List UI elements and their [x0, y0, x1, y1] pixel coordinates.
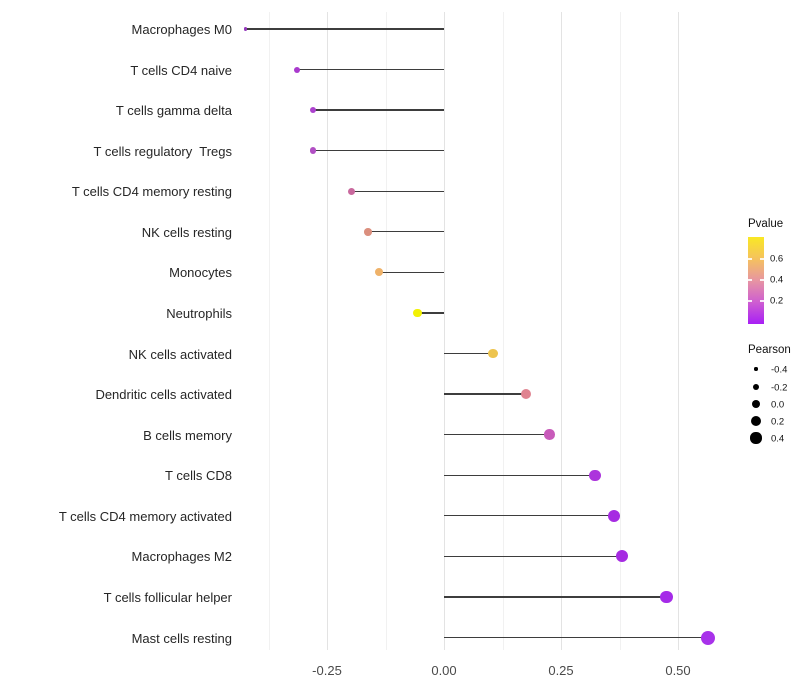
category-label: T cells CD4 memory resting [71, 184, 232, 200]
x-tick-label: -0.25 [312, 663, 342, 678]
category-label: Monocytes [169, 265, 232, 281]
pvalue-legend-title: Pvalue [748, 218, 784, 230]
gridline-major [444, 12, 445, 650]
lollipop-dot [364, 228, 372, 236]
lollipop-stem [245, 28, 444, 30]
pearson-size-dot [754, 367, 758, 371]
pearson-size-label: 0.0 [771, 399, 785, 411]
pearson-legend-title: Pearson [748, 344, 791, 356]
lollipop-dot [309, 106, 317, 114]
gridline-major [678, 12, 679, 650]
pearson-size-label: -0.4 [771, 364, 788, 376]
pearson-size-dot [751, 399, 761, 409]
pvalue-tick-mark [760, 300, 764, 302]
pearson-size-label: 0.4 [771, 433, 785, 445]
gridline-minor [268, 12, 270, 650]
lollipop-dot [589, 469, 601, 481]
lollipop-dot [309, 147, 317, 154]
pearson-size-dot [752, 383, 760, 391]
category-label: T cells gamma delta [115, 103, 232, 119]
category-label: T cells follicular helper [103, 589, 232, 605]
pvalue-tick-mark [760, 258, 764, 260]
gridline-minor [502, 12, 504, 650]
lollipop-stem [444, 515, 614, 517]
lollipop-dot [348, 187, 356, 195]
lollipop-stem [444, 393, 527, 395]
pearson-size-dot [751, 416, 761, 426]
lollipop-dot [521, 389, 532, 400]
pvalue-tick-mark [748, 300, 752, 302]
pvalue-tick-mark [760, 279, 764, 281]
gridline-major [561, 12, 562, 650]
lollipop-stem [444, 474, 596, 476]
x-tick-label: 0.00 [431, 663, 457, 678]
category-label: NK cells activated [128, 346, 232, 362]
x-tick-label: 0.50 [665, 663, 691, 678]
category-label: Macrophages M2 [131, 549, 232, 565]
lollipop-dot [544, 429, 555, 440]
category-label: Macrophages M0 [131, 22, 232, 37]
lollipop-dot [616, 550, 629, 563]
gridline-major [327, 12, 328, 650]
category-label: Mast cells resting [131, 630, 232, 646]
category-label: T cells CD4 memory activated [58, 508, 232, 524]
pvalue-tick-label: 0.4 [770, 274, 784, 286]
lollipop-dot [243, 27, 247, 31]
pearson-size-label: -0.2 [771, 382, 788, 394]
category-label: Dendritic cells activated [95, 387, 232, 403]
category-label: Neutrophils [166, 305, 232, 321]
pearson-size-dot [750, 432, 762, 444]
lollipop-dot [700, 630, 715, 645]
pvalue-tick-label: 0.2 [770, 295, 784, 307]
gridline-minor [385, 12, 387, 650]
pearson-size-label: 0.2 [771, 416, 785, 428]
lollipop-stem [444, 434, 550, 436]
category-label: NK cells resting [141, 224, 232, 240]
category-label: T cells regulatory Tregs [93, 143, 232, 159]
lollipop-stem [444, 596, 667, 598]
lollipop-dot [413, 308, 422, 318]
lollipop-stem [444, 352, 494, 355]
lollipop-dot [659, 590, 673, 604]
lollipop-stem [379, 271, 444, 274]
pvalue-tick-label: 0.6 [770, 253, 784, 265]
category-label: B cells memory [143, 427, 232, 443]
pvalue-tick-mark [748, 258, 752, 260]
lollipop-dot [375, 268, 384, 277]
lollipop-stem [417, 312, 444, 314]
x-tick-label: 0.25 [548, 663, 574, 678]
lollipop-stem [312, 109, 444, 111]
category-label: T cells CD4 naive [130, 62, 232, 78]
lollipop-stem [444, 555, 623, 558]
lollipop-dot [607, 509, 620, 522]
lollipop-stem [368, 231, 444, 233]
lollipop-stem [444, 636, 708, 639]
lollipop-dot [293, 66, 300, 73]
pvalue-tick-mark [748, 279, 752, 281]
lollipop-stem [351, 190, 444, 192]
lollipop-dot [488, 348, 498, 359]
lollipop-stem [312, 150, 444, 152]
category-label: T cells CD8 [165, 468, 232, 484]
lollipop-stem [296, 68, 444, 71]
gridline-minor [619, 12, 621, 650]
